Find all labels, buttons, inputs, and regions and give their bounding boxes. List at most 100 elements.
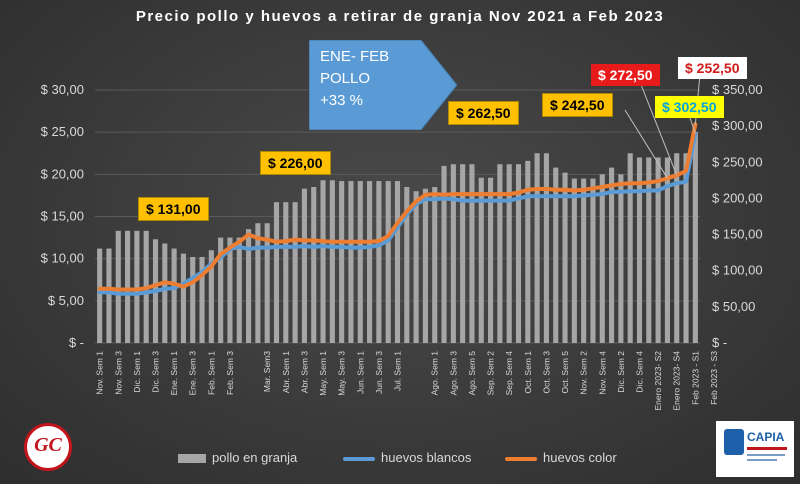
capia-logo-bar bbox=[747, 447, 787, 450]
bar-pollo bbox=[273, 202, 280, 343]
bar-pollo bbox=[208, 250, 214, 343]
bar-pollo bbox=[422, 188, 428, 343]
x-tick-label: Dic. Sem 2 bbox=[616, 351, 626, 393]
left-axis: $ - $ 5,00 $ 10,00 $ 15,00 $ 20,00 $ 25,00 $ 3… bbox=[41, 82, 84, 350]
legend-item-blancos: huevos blancos bbox=[343, 450, 471, 465]
right-axis-label: $ 100,00 bbox=[712, 263, 763, 278]
arrow-callout-shape bbox=[309, 40, 458, 130]
bar-pollo bbox=[180, 253, 186, 343]
capia-logo: CAPIA bbox=[716, 421, 794, 477]
bar-pollo bbox=[599, 174, 605, 343]
bar-pollo bbox=[469, 164, 475, 343]
bar-pollo bbox=[590, 178, 596, 343]
bar-pollo bbox=[581, 178, 587, 343]
bar-pollo bbox=[246, 229, 252, 343]
bar-pollo bbox=[450, 164, 456, 343]
bar-pollo bbox=[692, 132, 698, 343]
legend-swatch-color bbox=[505, 456, 537, 461]
bar-pollo bbox=[534, 153, 540, 343]
line-huevos-blancos bbox=[97, 131, 698, 296]
right-axis: $ - $ 50,00 $ 100,00 $ 150,00 $ 200,00 $ 250,… bbox=[712, 82, 763, 350]
bar-pollo bbox=[683, 153, 689, 343]
bar-pollo bbox=[218, 237, 224, 343]
bar-pollo bbox=[460, 164, 466, 343]
bar-pollo bbox=[357, 181, 363, 343]
x-tick-label: Dic. Sem 3 bbox=[151, 351, 161, 393]
x-tick-label: Oct. Sem 5 bbox=[560, 351, 570, 394]
arrow-line-2: POLLO bbox=[320, 70, 371, 87]
callout-226: $ 226,00 bbox=[260, 151, 331, 175]
bar-pollo bbox=[664, 157, 670, 343]
x-tick-label: Sep. Sem 4 bbox=[504, 351, 514, 396]
x-tick-label: Enero 2023- S2 bbox=[653, 351, 663, 411]
bar-pollo bbox=[348, 181, 354, 343]
bar-pollo bbox=[255, 223, 261, 343]
capia-logo-line bbox=[747, 454, 785, 456]
left-axis-label: $ 20,00 bbox=[41, 166, 84, 181]
capia-logo-line-2 bbox=[747, 459, 777, 461]
bar-pollo bbox=[655, 157, 661, 343]
bar-pollo bbox=[292, 202, 298, 343]
bar-pollo bbox=[543, 153, 549, 343]
bar-pollo bbox=[190, 256, 196, 343]
right-axis-label: $ 350,00 bbox=[712, 82, 763, 97]
x-tick-label: Feb. Sem 3 bbox=[225, 351, 235, 395]
callout-262: $ 262,50 bbox=[448, 101, 519, 125]
bar-pollo bbox=[329, 180, 335, 343]
callout-302: $ 302,50 bbox=[655, 96, 724, 118]
bar-pollo bbox=[227, 237, 233, 343]
x-tick-label: Dic. Sem 1 bbox=[132, 351, 142, 393]
bar-pollo bbox=[478, 177, 484, 343]
x-tick-label: Mar. Sem3 bbox=[262, 351, 272, 392]
x-tick-label: Jun. Sem 3 bbox=[374, 351, 384, 394]
bar-pollo bbox=[106, 248, 112, 343]
x-tick-label: Oct. Sem 3 bbox=[541, 351, 551, 394]
x-tick-label: Nov. Sem 1 bbox=[95, 351, 105, 395]
right-axis-label: $ 300,00 bbox=[712, 118, 763, 133]
x-tick-label: Ago. Sem 3 bbox=[448, 351, 458, 396]
bar-pollo bbox=[236, 237, 242, 343]
bar-pollo bbox=[367, 181, 373, 343]
legend-label-pollo: pollo en granja bbox=[212, 450, 298, 465]
bar-pollo bbox=[646, 157, 652, 343]
left-axis-label: $ 5,00 bbox=[48, 293, 84, 308]
callout-252: $ 252,50 bbox=[678, 57, 747, 79]
bar-pollo bbox=[171, 248, 177, 343]
x-tick-label: Ago. Sem 1 bbox=[430, 351, 440, 396]
x-tick-label: Sep. Sem 2 bbox=[486, 351, 496, 396]
right-axis-label: $ - bbox=[712, 335, 727, 350]
bar-pollo bbox=[125, 230, 131, 343]
bar-pollo bbox=[571, 178, 577, 343]
bar-pollo bbox=[497, 164, 503, 343]
right-axis-label: $ 200,00 bbox=[712, 190, 763, 205]
legend-swatch-blancos bbox=[343, 456, 375, 461]
x-tick-label: Dic. Sem 4 bbox=[635, 351, 645, 393]
callout-242: $ 242,50 bbox=[542, 93, 613, 117]
left-axis-label: $ 15,00 bbox=[41, 209, 84, 224]
x-tick-label: Ene. Sem 1 bbox=[169, 351, 179, 396]
left-axis-label: $ 25,00 bbox=[41, 124, 84, 139]
left-axis-label: $ - bbox=[69, 335, 84, 350]
right-axis-label: $ 50,00 bbox=[712, 299, 755, 314]
x-tick-label: Enero 2023- S4 bbox=[672, 351, 682, 411]
legend-label-color: huevos color bbox=[543, 450, 617, 465]
x-tick-label: Jun. Sem 1 bbox=[355, 351, 365, 394]
bars-layer bbox=[97, 132, 698, 343]
bar-pollo bbox=[609, 167, 615, 343]
bar-pollo bbox=[199, 256, 205, 343]
x-tick-label: Jul. Sem 1 bbox=[393, 351, 403, 391]
x-tick-label: Nov. Sem 4 bbox=[597, 351, 607, 395]
left-axis-label: $ 10,00 bbox=[41, 251, 84, 266]
x-tick-label: Nov. Sem 2 bbox=[579, 351, 589, 395]
x-tick-label: Oct. Sem 1 bbox=[523, 351, 533, 394]
bar-pollo bbox=[404, 186, 410, 343]
bar-pollo bbox=[441, 165, 447, 343]
right-axis-label: $ 250,00 bbox=[712, 154, 763, 169]
bar-pollo bbox=[506, 164, 512, 343]
x-tick-label: Abr. Sem 1 bbox=[281, 351, 291, 393]
line-huevos-color bbox=[97, 122, 698, 292]
bar-pollo bbox=[636, 157, 643, 343]
bar-pollo bbox=[283, 202, 289, 343]
